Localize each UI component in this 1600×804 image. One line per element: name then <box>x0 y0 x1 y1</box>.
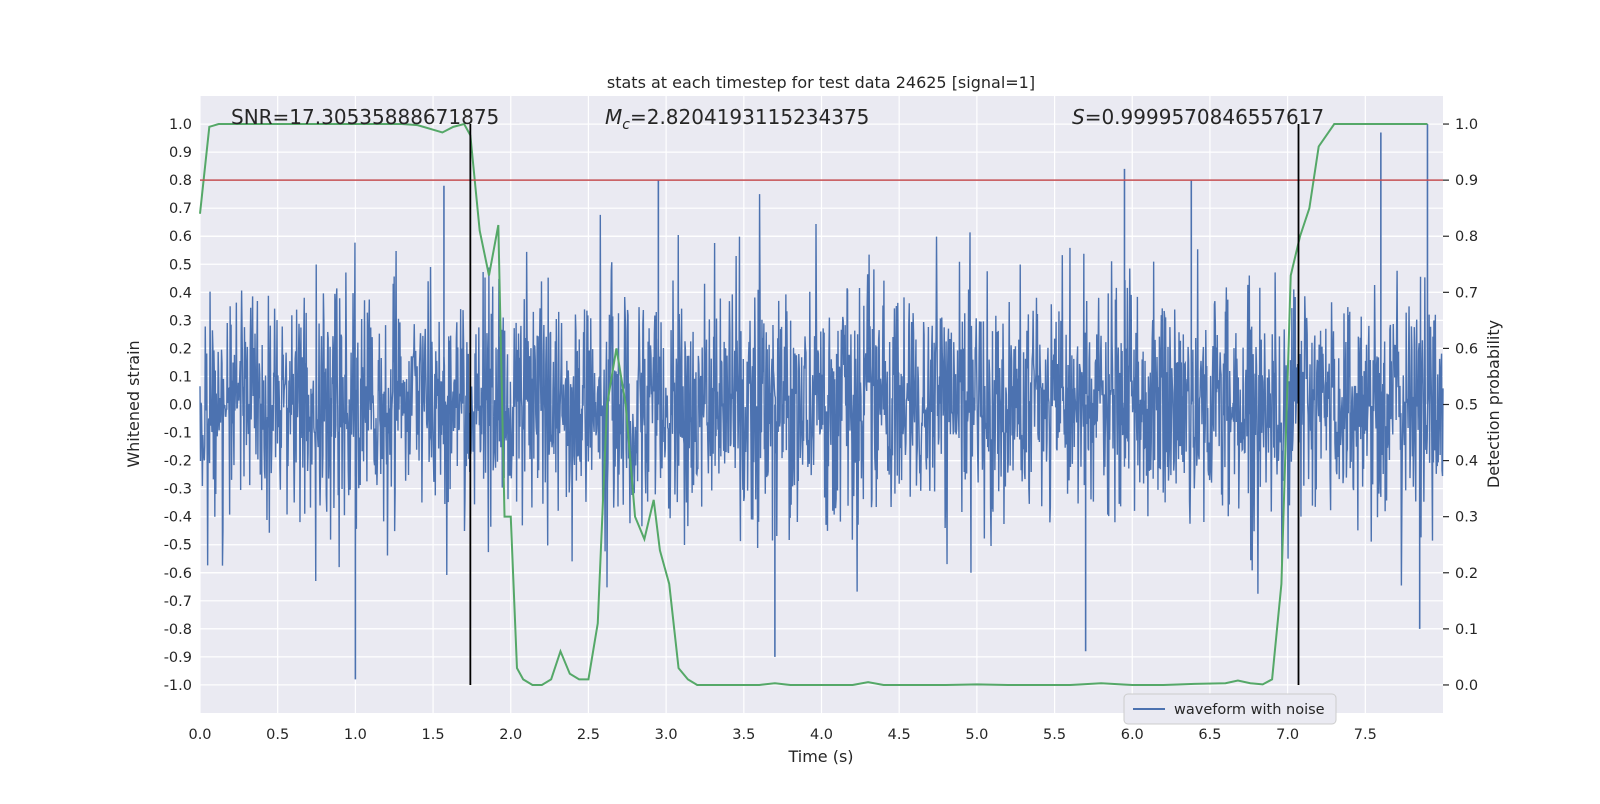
x-tick-label: 3.0 <box>655 727 678 743</box>
x-tick-label: 2.0 <box>499 727 522 743</box>
x-tick-label: 4.5 <box>888 727 911 743</box>
x-tick-label: 0.5 <box>266 727 289 743</box>
y-tick-label: -0.3 <box>164 482 192 498</box>
chirp-mass-annotation: Mc=2.8204193115234375 <box>605 105 869 133</box>
probability-line <box>199 122 1428 686</box>
y-tick-label: -0.8 <box>164 622 192 638</box>
y-tick-label: -0.7 <box>164 594 192 610</box>
probability-series <box>199 122 1428 686</box>
x-tick-label: 7.0 <box>1276 727 1299 743</box>
y-tick-label: 0.6 <box>169 229 192 245</box>
chart-title: stats at each timestep for test data 246… <box>607 73 1035 92</box>
significance-value: =0.9999570846557617 <box>1085 105 1324 129</box>
strain-series <box>199 124 1444 680</box>
snr-annotation: SNR=17.30535888671875 <box>231 105 499 129</box>
y-tick-label: 0.5 <box>169 257 192 273</box>
y2-tick-label: 0.8 <box>1455 229 1478 245</box>
x-tick-label: 1.5 <box>422 727 445 743</box>
x-tick-label: 5.5 <box>1043 727 1066 743</box>
significance-annotation: S=0.9999570846557617 <box>1072 105 1324 129</box>
y-tick-label: 0.4 <box>169 285 192 301</box>
x-tick-label: 7.5 <box>1354 727 1377 743</box>
y-tick-label: -0.4 <box>164 510 192 526</box>
y-axis-label: Whitened strain <box>124 340 143 467</box>
y-tick-label: -0.2 <box>164 454 192 470</box>
y2-tick-label: 1.0 <box>1455 117 1478 133</box>
x-tick-label: 2.5 <box>577 727 600 743</box>
y2-tick-label: 0.2 <box>1455 566 1478 582</box>
y2-tick-label: 0.5 <box>1455 398 1478 414</box>
chirp-mass-symbol: M <box>605 105 622 129</box>
y-tick-label: -0.1 <box>164 426 192 442</box>
significance-symbol: S <box>1072 105 1085 129</box>
y-tick-label: 0.3 <box>169 313 192 329</box>
x-tick-label: 1.0 <box>344 727 367 743</box>
x-tick-label: 4.0 <box>810 727 833 743</box>
y2-tick-label: 0.6 <box>1455 341 1478 357</box>
y-tick-label: 0.9 <box>169 145 192 161</box>
y-tick-label: -0.6 <box>164 566 192 582</box>
x-tick-label: 0.0 <box>188 727 211 743</box>
y-tick-label: -0.5 <box>164 538 192 554</box>
y2-tick-label: 0.3 <box>1455 510 1478 526</box>
x-axis-label: Time (s) <box>787 747 853 766</box>
legend-label: waveform with noise <box>1174 702 1325 718</box>
chart-marks <box>200 124 1443 685</box>
strain-line <box>199 194 1444 594</box>
y2-tick-label: 0.7 <box>1455 285 1478 301</box>
y-tick-label: -0.9 <box>164 650 192 666</box>
y2-tick-label: 0.1 <box>1455 622 1478 638</box>
legend-box <box>1123 693 1337 725</box>
y-tick-label: 0.1 <box>169 369 192 385</box>
y2-tick-label: 0.4 <box>1455 454 1478 470</box>
x-tick-label: 6.5 <box>1198 727 1221 743</box>
y2-axis-label: Detection probability <box>1484 320 1503 488</box>
x-tick-label: 3.5 <box>732 727 755 743</box>
y-tick-label: 0.0 <box>169 398 192 414</box>
axes: 0.0 0.5 1.0 1.5 2.0 2.5 3.0 3.5 4.0 4.5 5.0 5.5 6.0 6… <box>164 117 1478 743</box>
y-tick-label: -1.0 <box>164 678 192 694</box>
y-tick-label: 0.2 <box>169 341 192 357</box>
y2-tick-label: 0.9 <box>1455 173 1478 189</box>
y-tick-label: 0.8 <box>169 173 192 189</box>
chirp-mass-value: =2.8204193115234375 <box>630 105 869 129</box>
chirp-mass-subscript: c <box>622 117 630 133</box>
y-tick-label: 0.7 <box>169 201 192 217</box>
x-tick-label: 5.0 <box>965 727 988 743</box>
x-tick-label: 6.0 <box>1121 727 1144 743</box>
y2-tick-label: 0.0 <box>1455 678 1478 694</box>
legend: waveform with noise <box>1123 693 1337 725</box>
y-tick-label: 1.0 <box>169 117 192 133</box>
